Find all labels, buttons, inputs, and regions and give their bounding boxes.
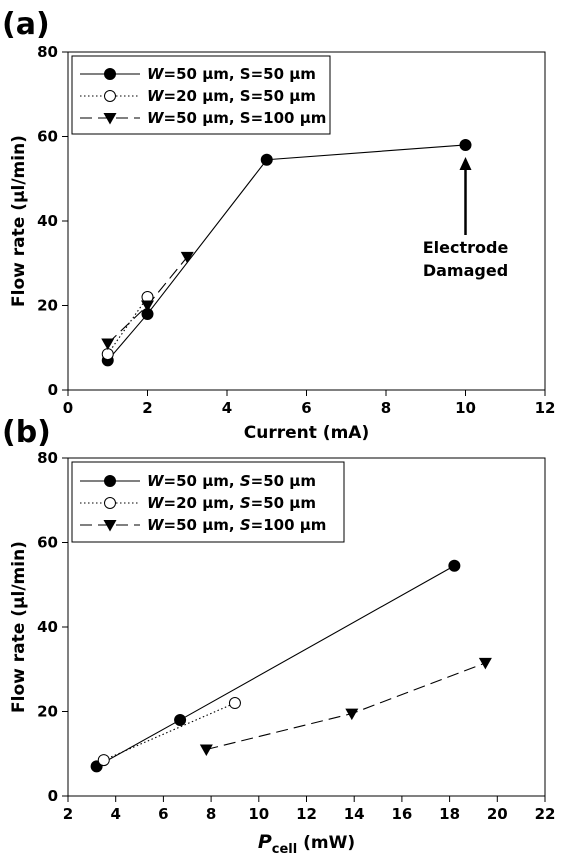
panel-a-x-tick-label: 8	[381, 399, 391, 417]
panel-b-x-axis-label-subscript: cell	[272, 842, 297, 857]
panel-b-label: (b)	[2, 415, 51, 450]
panel-b-series-3-point	[199, 744, 213, 757]
panel-b-x-axis-label: Pcell (mW)	[258, 831, 355, 857]
panel-b-legend-label-part: =100 µm	[251, 516, 327, 534]
panel-b-series-2-point	[97, 754, 110, 767]
panel-a-x-axis-label: Current (mA)	[244, 423, 369, 443]
panel-a-series-3-point	[180, 251, 194, 264]
panel-a-y-tick-label: 80	[37, 43, 58, 61]
panel-b-x-tick-label: 8	[206, 805, 216, 823]
panel-b-series-2-line	[103, 702, 236, 761]
panel-a-y-tick-label: 40	[37, 212, 58, 230]
panel-b-x-tick-label: 16	[391, 805, 412, 823]
panel-b-series-3-point	[478, 657, 492, 670]
panel-b-series-3-point	[345, 708, 359, 721]
panel-a-series-3-point	[101, 338, 115, 351]
panel-a-legend-marker-3	[103, 113, 117, 125]
panel-b-y-tick-label: 40	[37, 618, 58, 636]
panel-b-x-tick-label: 12	[296, 805, 317, 823]
panel-a-y-tick-label: 60	[37, 128, 58, 146]
panel-b-series-3-line	[206, 662, 486, 751]
panel-a-y-tick-label: 0	[48, 381, 58, 399]
annotation-text-line-2: Damaged	[423, 261, 508, 280]
panel-b-y-tick-label: 20	[37, 703, 58, 721]
annotation-arrowhead	[459, 156, 472, 170]
panel-b-series-1-point	[174, 713, 187, 726]
panel-b-y-axis-label: Flow rate (µl/min)	[9, 541, 29, 713]
panel-a-legend-label-part: =50 µm, S=50 µm	[164, 65, 316, 83]
panel-b-y-tick-label: 0	[48, 787, 58, 805]
panel-b-legend-marker-3	[103, 520, 117, 532]
panel-a-series-1-point	[260, 153, 273, 166]
panel-a-label: (a)	[2, 7, 50, 42]
panel-b-x-tick-label: 6	[158, 805, 168, 823]
panel-b-legend-label-part: W	[147, 472, 165, 490]
panel-b-y-tick-label: 60	[37, 534, 58, 552]
panel-a-x-tick-label: 12	[535, 399, 556, 417]
panel-b-x-tick-label: 20	[487, 805, 508, 823]
panel-b-series-1-line	[96, 565, 455, 767]
panel-b-y-tick-label: 80	[37, 449, 58, 467]
panel-a-legend-label-part: W	[147, 65, 165, 83]
panel-a-x-tick-label: 6	[301, 399, 311, 417]
panel-b-series-2-point	[228, 697, 241, 710]
panel-a-legend-label-3: W=50 µm, S=100 µm	[147, 109, 326, 127]
panel-a-legend-label-part: =20 µm, S=50 µm	[164, 87, 316, 105]
panel-b-x-axis-label-symbol: P	[258, 831, 272, 853]
panel-b-x-tick-label: 14	[344, 805, 365, 823]
panel-a-legend-marker-2	[104, 90, 116, 102]
panel-a-series-2-point	[101, 348, 114, 361]
panel-b-legend-label-part: =20 µm,	[164, 494, 240, 512]
panel-b-legend-marker-1	[104, 475, 116, 487]
panel-b-legend-label-2: W=20 µm, S=50 µm	[147, 494, 316, 512]
panel-b-legend-label-part: S	[240, 472, 251, 490]
panel-a-series-2-line	[107, 296, 148, 355]
panel-a-legend-label-2: W=20 µm, S=50 µm	[147, 87, 316, 105]
panel-a-legend-label-1: W=50 µm, S=50 µm	[147, 65, 316, 83]
panel-b-legend-label-part: S	[240, 494, 251, 512]
panel-b-x-tick-label: 4	[110, 805, 120, 823]
panel-a-x-tick-label: 10	[455, 399, 476, 417]
panel-a-series-1-line	[107, 144, 466, 361]
panel-b-legend-marker-2	[104, 497, 116, 509]
panel-b-legend-label-part: =50 µm,	[164, 472, 240, 490]
panel-b-legend-label-part: =50 µm	[251, 472, 316, 490]
panel-b-x-tick-label: 18	[439, 805, 460, 823]
annotation-text-line-1: Electrode	[423, 238, 509, 257]
panel-a-y-tick-label: 20	[37, 297, 58, 315]
panel-a-x-tick-label: 2	[142, 399, 152, 417]
panel-a-legend-label-part: W	[147, 109, 165, 127]
panel-b-legend-box	[71, 461, 345, 543]
panel-b-x-tick-label: 2	[63, 805, 73, 823]
panel-a-x-tick-label: 0	[63, 399, 73, 417]
panel-b-legend-label-part: =50 µm	[251, 494, 316, 512]
panel-b-legend-label-1: W=50 µm, S=50 µm	[147, 472, 316, 490]
panel-a-series-1-point	[459, 138, 472, 151]
panel-a-legend-marker-1	[104, 68, 116, 80]
panel-b-x-axis-label-unit: (mW)	[297, 833, 355, 853]
panel-a-legend-label-part: =50 µm, S=100 µm	[164, 109, 327, 127]
panel-b-legend-label-3: W=50 µm, S=100 µm	[147, 516, 326, 534]
panel-a-legend-label-part: W	[147, 87, 165, 105]
panel-a-series-3-point	[141, 300, 154, 312]
panel-b-legend-label-part: W	[147, 516, 165, 534]
panel-b-legend-label-part: =50 µm,	[164, 516, 240, 534]
panel-b-legend-label-part: W	[147, 494, 165, 512]
panel-b-legend-label-part: S	[240, 516, 251, 534]
panel-b-series-1-point	[448, 559, 461, 572]
panel-b-x-tick-label: 10	[248, 805, 269, 823]
panel-a-y-axis-label: Flow rate (µl/min)	[9, 135, 29, 307]
panel-a-x-tick-label: 4	[222, 399, 232, 417]
panel-b-x-tick-label: 22	[535, 805, 556, 823]
